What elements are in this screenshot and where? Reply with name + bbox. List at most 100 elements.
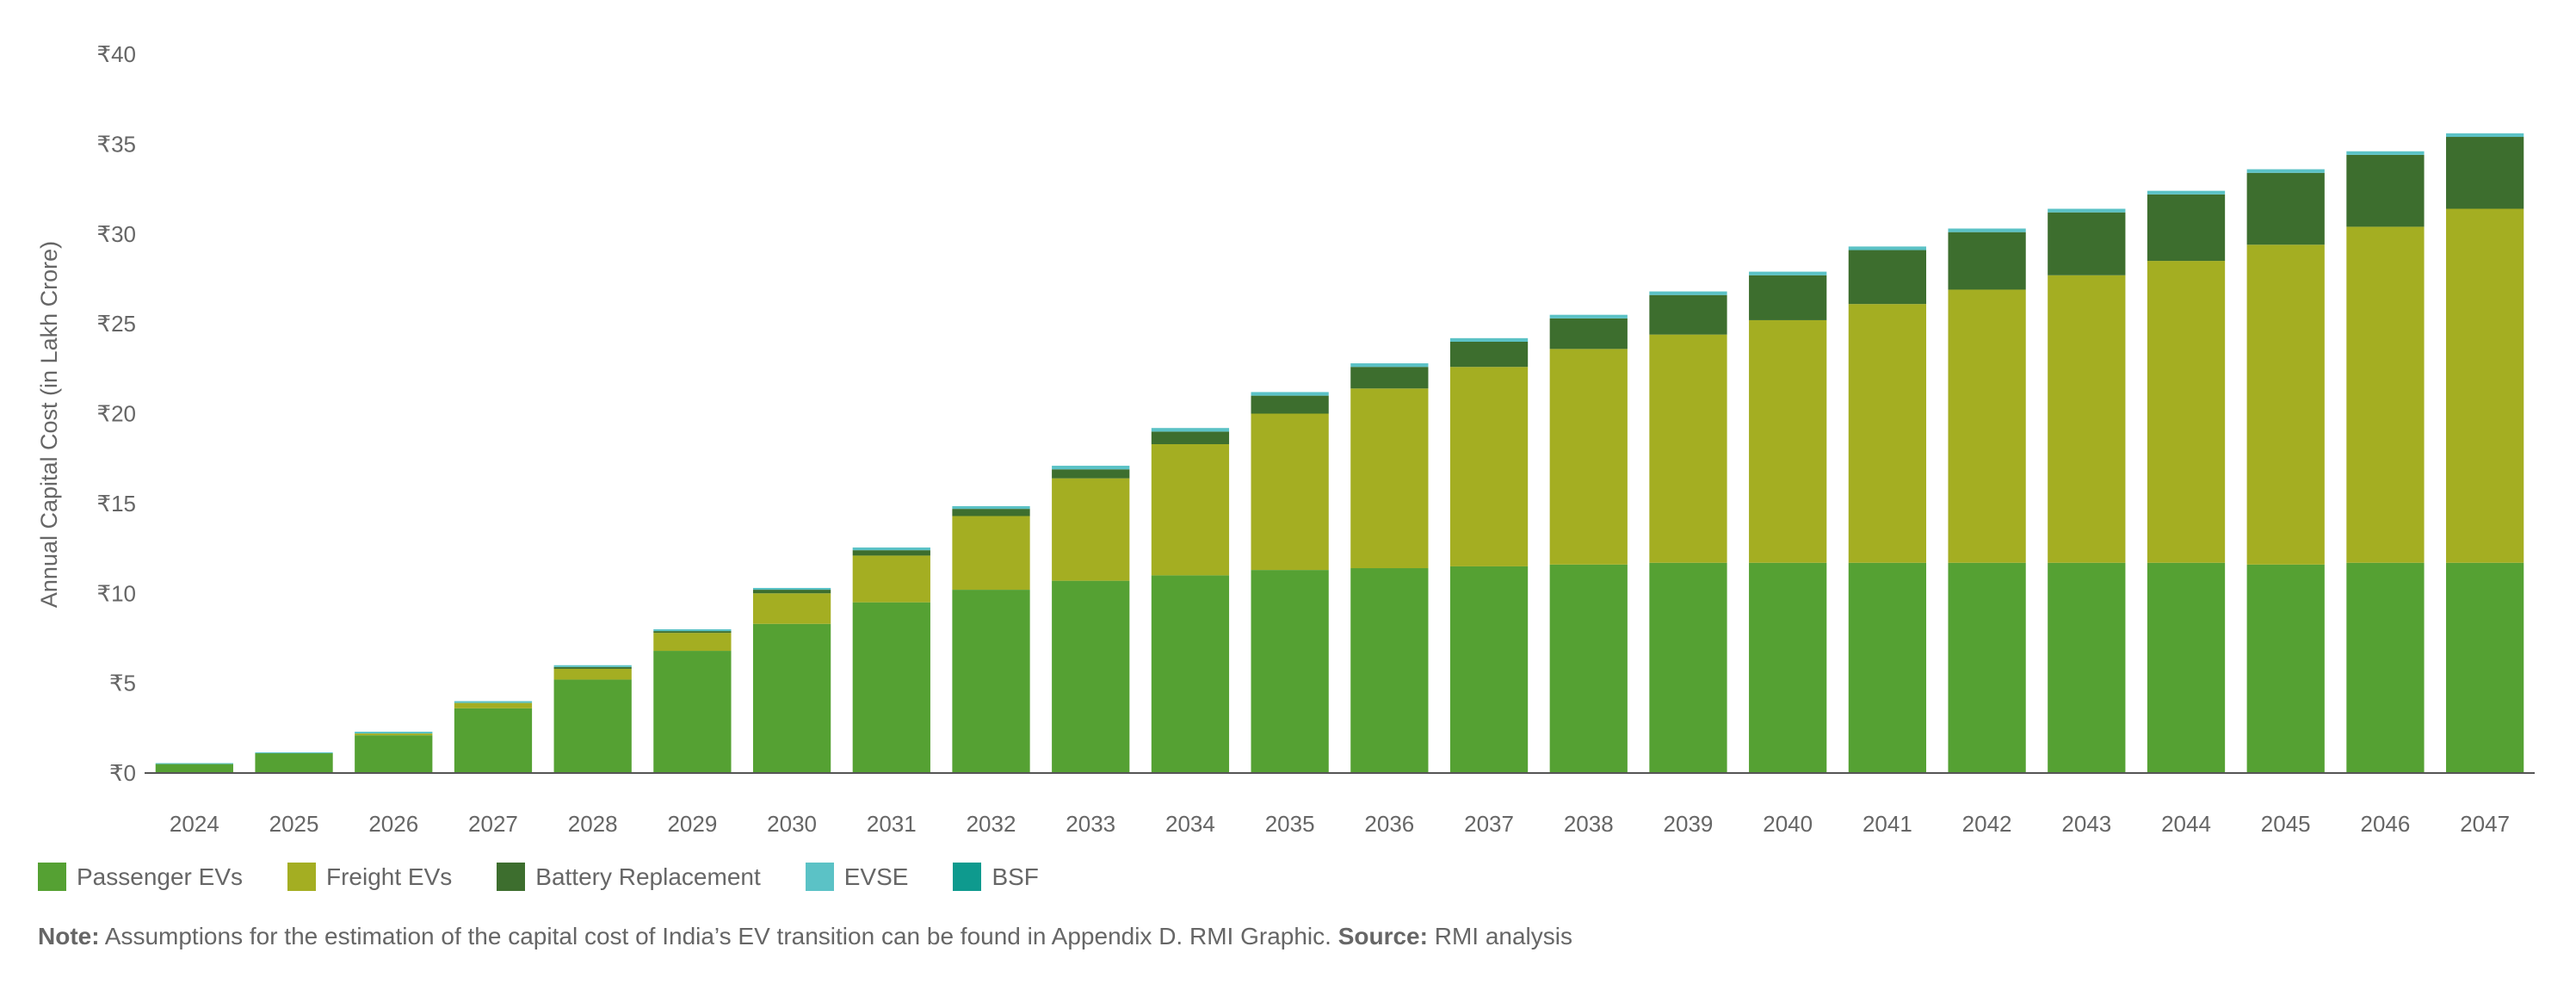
legend-item: Passenger EVs bbox=[38, 863, 243, 891]
bar-segment-evse bbox=[2048, 208, 2126, 213]
y-tick-label: ₹35 bbox=[97, 131, 136, 157]
bar-segment-passenger-evs bbox=[1549, 564, 1628, 773]
bar-segment-passenger-evs bbox=[255, 753, 333, 773]
y-tick-label: ₹25 bbox=[97, 311, 136, 337]
note-label: Note: bbox=[38, 923, 100, 949]
bar-segment-evse bbox=[1350, 363, 1429, 368]
x-tick-label: 2025 bbox=[269, 811, 319, 837]
legend-label: Freight EVs bbox=[326, 863, 453, 890]
bar-segment-battery-replacement bbox=[952, 509, 1030, 516]
x-tick-label: 2030 bbox=[767, 811, 817, 837]
bar-segment-freight-evs bbox=[2346, 226, 2425, 563]
y-tick-label: ₹30 bbox=[97, 221, 136, 247]
bar-segment-passenger-evs bbox=[2246, 564, 2325, 773]
x-tick-label: 2035 bbox=[1265, 811, 1315, 837]
x-tick-label: 2027 bbox=[468, 811, 518, 837]
x-tick-label: 2033 bbox=[1066, 811, 1115, 837]
bar-segment-battery-replacement bbox=[2346, 154, 2425, 227]
x-tick-label: 2042 bbox=[1962, 811, 2012, 837]
legend-swatch bbox=[497, 863, 526, 891]
bar-segment-battery-replacement bbox=[1649, 294, 1727, 335]
x-tick-label: 2041 bbox=[1863, 811, 1912, 837]
bar-segment-freight-evs bbox=[2048, 275, 2126, 563]
y-tick-label: ₹20 bbox=[97, 401, 136, 427]
bar-segment-passenger-evs bbox=[1449, 566, 1529, 773]
bar-segment-evse bbox=[1251, 392, 1329, 396]
bar-segment-evse bbox=[653, 629, 732, 632]
bar-segment-freight-evs bbox=[1549, 349, 1628, 565]
x-tick-label: 2032 bbox=[967, 811, 1016, 837]
x-tick-label: 2047 bbox=[2460, 811, 2510, 837]
bar-segment-passenger-evs bbox=[553, 679, 632, 773]
bar-segment-evse bbox=[2346, 151, 2425, 155]
bar-segment-passenger-evs bbox=[1151, 575, 1230, 773]
y-tick-label: ₹15 bbox=[97, 491, 136, 516]
bar-segment-passenger-evs bbox=[952, 590, 1030, 773]
legend-item: EVSE bbox=[805, 863, 908, 891]
bar-segment-evse bbox=[1052, 466, 1130, 470]
bar-segment-freight-evs bbox=[1749, 319, 1827, 563]
bar-segment-freight-evs bbox=[952, 516, 1030, 591]
bar-segment-freight-evs bbox=[1848, 304, 1927, 563]
x-tick-label: 2036 bbox=[1364, 811, 1414, 837]
x-tick-label: 2040 bbox=[1763, 811, 1813, 837]
bar-segment-battery-replacement bbox=[2048, 212, 2126, 275]
bar-segment-battery-replacement bbox=[1549, 318, 1628, 349]
bar-segment-evse bbox=[1848, 246, 1927, 251]
legend-label: Battery Replacement bbox=[535, 863, 761, 890]
x-tick-label: 2028 bbox=[568, 811, 618, 837]
bar-segment-battery-replacement bbox=[1449, 342, 1529, 368]
bar-segment-passenger-evs bbox=[852, 602, 930, 773]
y-tick-label: ₹10 bbox=[97, 580, 136, 606]
y-tick-label: ₹0 bbox=[109, 760, 136, 786]
bar-segment-battery-replacement bbox=[2147, 194, 2226, 262]
bar-segment-evse bbox=[553, 665, 632, 667]
x-tick-label: 2026 bbox=[368, 811, 418, 837]
bar-segment-passenger-evs bbox=[653, 651, 732, 773]
bar-segment-evse bbox=[454, 701, 533, 703]
x-tick-label: 2043 bbox=[2061, 811, 2111, 837]
legend-swatch bbox=[805, 863, 834, 891]
bar-segment-battery-replacement bbox=[1749, 275, 1827, 320]
x-tick-label: 2034 bbox=[1165, 811, 1215, 837]
y-axis-title: Annual Capital Cost (in Lakh Crore) bbox=[36, 241, 62, 608]
bar-segment-freight-evs bbox=[752, 593, 831, 624]
legend-swatch bbox=[953, 863, 982, 891]
legend-item: BSF bbox=[953, 863, 1039, 891]
x-tick-label: 2038 bbox=[1564, 811, 1614, 837]
bar-segment-freight-evs bbox=[2446, 208, 2524, 563]
bar-segment-freight-evs bbox=[852, 555, 930, 603]
bar-segment-passenger-evs bbox=[2048, 562, 2126, 773]
bar-segment-evse bbox=[355, 731, 433, 734]
source-label: Source: bbox=[1337, 923, 1428, 949]
bar-segment-freight-evs bbox=[1052, 478, 1130, 581]
bar-segment-battery-replacement bbox=[1251, 395, 1329, 414]
bar-segment-passenger-evs bbox=[1749, 562, 1827, 773]
x-tick-label: 2045 bbox=[2261, 811, 2311, 837]
legend-label: Passenger EVs bbox=[77, 863, 243, 890]
bar-segment-evse bbox=[852, 547, 930, 551]
bar-segment-passenger-evs bbox=[2346, 562, 2425, 773]
bar-segment-passenger-evs bbox=[2446, 562, 2524, 773]
bar-segment-freight-evs bbox=[1449, 367, 1529, 566]
legend: Passenger EVs Freight EVs Battery Replacem… bbox=[38, 863, 1084, 891]
bar-segment-battery-replacement bbox=[1350, 367, 1429, 389]
bar-segment-evse bbox=[1449, 337, 1529, 342]
x-tick-label: 2031 bbox=[867, 811, 917, 837]
bar-segment-passenger-evs bbox=[454, 708, 533, 773]
bar-segment-battery-replacement bbox=[752, 590, 831, 594]
bar-segment-passenger-evs bbox=[355, 735, 433, 773]
note-text: Note: Assumptions for the estimation of … bbox=[38, 923, 1572, 950]
bar-segment-passenger-evs bbox=[1251, 570, 1329, 773]
bar-segment-passenger-evs bbox=[752, 623, 831, 773]
bar-segment-evse bbox=[255, 752, 333, 754]
x-tick-label: 2044 bbox=[2161, 811, 2211, 837]
stacked-bar-chart: Annual Capital Cost (in Lakh Crore) ₹0 ₹5… bbox=[36, 41, 2535, 837]
source-body: RMI analysis bbox=[1427, 923, 1572, 949]
legend-swatch bbox=[287, 863, 316, 891]
x-tick-label: 2029 bbox=[667, 811, 717, 837]
bar-segment-battery-replacement bbox=[2446, 137, 2524, 209]
note-body: Assumptions for the estimation of the ca… bbox=[99, 923, 1338, 949]
bar-segment-evse bbox=[952, 506, 1030, 510]
y-tick-label: ₹40 bbox=[97, 41, 136, 67]
